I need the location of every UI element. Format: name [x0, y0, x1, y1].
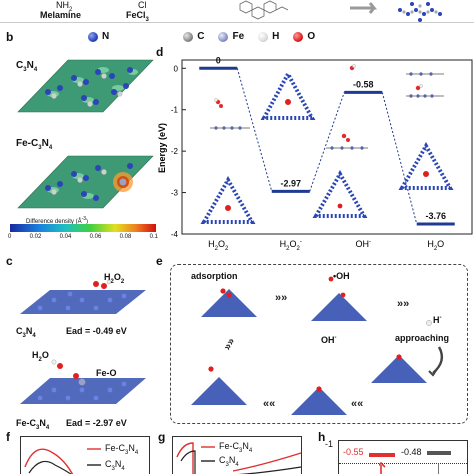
panel-h-arrows [379, 461, 439, 474]
panel-label-g: g [158, 430, 166, 444]
colorbar-ticks: 0 0.02 0.04 0.06 0.08 0.1 [8, 234, 158, 240]
energy-profile-chart: 0 -1 -2 -3 -4 Energy (eV) 0 -2.97 -0.58 -3.76 H… [157, 56, 473, 252]
chart-frame [181, 59, 473, 235]
fe-atom-icon [119, 178, 127, 186]
panel-g-curves [176, 442, 302, 474]
legend-item-c: C [183, 31, 204, 42]
approaching-label: approaching [395, 333, 450, 343]
atom-legend: N C Fe H O [88, 31, 315, 42]
chevrons-left-icon-2: «« [263, 398, 275, 410]
energy-value-label-2: -0.58 [353, 79, 374, 89]
energy-value-label-0: 0 [216, 56, 221, 65]
panel-g-frame: Fe-C3N4 C3N4 [172, 436, 302, 474]
ead-c3n4: Ead = -0.49 eV [66, 326, 127, 336]
panel-g-legend-c3n4: C3N4 [219, 455, 239, 468]
legend-item-h: H [258, 31, 279, 42]
atom-o-icon [293, 31, 304, 42]
arrow-right-icon [350, 2, 378, 14]
oh-radical-label: •OH [333, 271, 350, 281]
legend-item-fe: Fe [218, 31, 244, 42]
panel-h-level-1 [369, 453, 395, 457]
legend-item-o: O [293, 31, 315, 42]
y-tick-label-1: -1 [171, 106, 179, 115]
panel-f-frame: Fe-C3N4 C3N4 [20, 436, 150, 474]
fecl3-cl-label: Cl [138, 0, 147, 10]
h-minus-label: H- [433, 315, 442, 325]
panel-label-h: h [318, 430, 326, 444]
molecule-models [210, 64, 444, 150]
colorbar [10, 224, 156, 232]
x-category-label-0: H2O2 [208, 239, 229, 252]
panel-b-c3n4-label: C3N4 [16, 60, 38, 73]
x-category-label-3: H2O [427, 239, 444, 252]
panel-label-c: c [6, 254, 13, 268]
y-tick-label-0: 0 [174, 64, 179, 73]
ead-fec3n4: Ead = -2.97 eV [66, 418, 127, 428]
h2o2-label: H2O2 [104, 272, 125, 285]
panel-g-legend-fec3n4: Fe-C3N4 [219, 441, 253, 454]
fec3n4-density-slab [17, 155, 154, 209]
c3n4-density-slab [17, 59, 154, 113]
panel-f-legend-c3n4: C3N4 [105, 459, 125, 472]
x-category-label-1: H2O2- [280, 239, 302, 252]
panel-h-frame: -1 -0.55 -0.48 [325, 439, 468, 474]
panel-f-legend-fec3n4: Fe-C3N4 [105, 443, 139, 456]
panel-label-f: f [6, 430, 10, 444]
atom-c-icon [183, 31, 194, 42]
y-axis-label: Energy (eV) [157, 123, 167, 173]
c3n4-h2o2-model [20, 279, 146, 314]
c3n4-label: C3N4 [16, 326, 36, 339]
energy-connector-0 [236, 68, 273, 192]
chevrons-right-icon: »» [275, 292, 287, 304]
panel-b-fec3n4-label: Fe-C3N4 [16, 138, 53, 151]
mechanism-steps: »» »» «« «« »» [191, 276, 444, 415]
panel-label-b: b [6, 30, 14, 44]
energy-connector-2 [381, 92, 418, 225]
energy-value-label-3: -3.76 [425, 211, 446, 221]
mechanism-cycle-frame: adsorption •OH OH- H- approaching »» »» … [170, 264, 468, 424]
panel-h-ytick: -1 [325, 439, 334, 449]
fec3n4-label: Fe-C3N4 [16, 418, 50, 431]
colorbar-title: Difference density (Å-3) [26, 216, 89, 225]
adsorption-label: adsorption [191, 271, 238, 281]
x-category-label-2: OH- [356, 239, 372, 249]
synthesis-scheme-fragment [239, 0, 442, 22]
panel-h-value-2: -0.48 [401, 447, 422, 457]
oh-minus-label: OH- [321, 335, 337, 345]
panel-h-reference-line [339, 463, 467, 464]
panel-b: C3N4 Fe-C3N4 [8, 46, 158, 256]
fecl3-label: FeCl3 [126, 10, 149, 23]
curved-arrow-icon [432, 346, 444, 374]
chevrons-down-right-icon: »» [397, 298, 409, 310]
panel-label-d: d [156, 45, 164, 59]
y-tick-label-2: -2 [171, 147, 179, 156]
fe-o-label: Fe-O [96, 368, 117, 378]
energy-connector-1 [309, 92, 345, 192]
panel-h-value-1: -0.55 [343, 447, 364, 457]
panel-label-e: e [156, 254, 163, 268]
fec3n4-h2o-model [20, 359, 146, 404]
energy-value-label-1: -2.97 [280, 178, 301, 188]
atom-fe-icon [218, 31, 229, 42]
panel-h-level-2 [427, 451, 451, 455]
atom-n-icon [88, 31, 98, 42]
top-divider [0, 22, 474, 23]
melamine-nh2-label: NH2 [56, 0, 73, 13]
chevrons-left-icon: «« [351, 398, 363, 410]
chevrons-up-icon: »» [221, 336, 238, 353]
atom-h-icon [258, 31, 269, 42]
h2o-label: H2O [32, 350, 49, 363]
y-tick-label-3: -3 [171, 189, 179, 198]
legend-item-n: N [88, 31, 109, 42]
y-tick-label-4: -4 [171, 230, 179, 239]
melamine-label: Melamine [40, 10, 82, 20]
triangle-models [200, 69, 454, 224]
